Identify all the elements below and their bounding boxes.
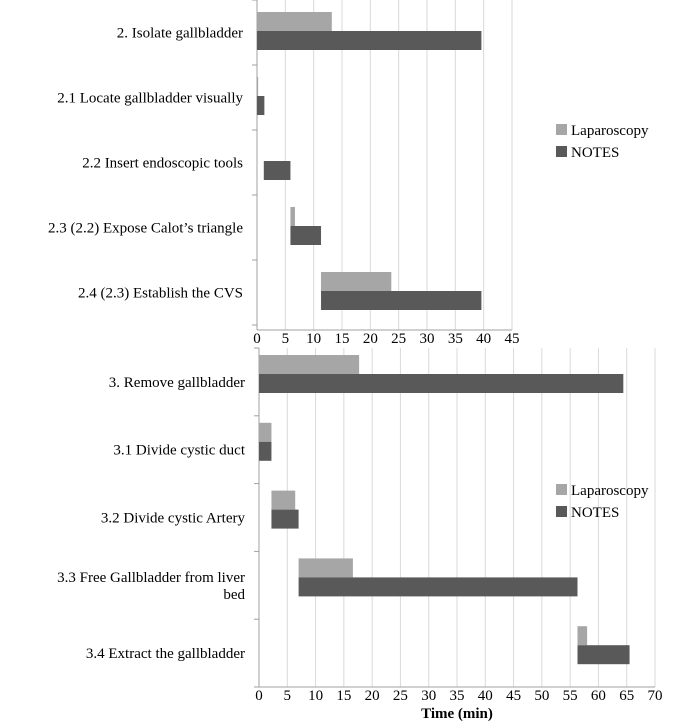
bar-laparoscopy-1-2	[257, 77, 259, 96]
bar-laparoscopy-2-1	[259, 355, 360, 374]
category-label-1-3: 2.2 Insert endoscopic tools	[82, 156, 243, 172]
legend-swatch-notes-1	[556, 146, 567, 157]
x-tick-label-2-8: 40	[478, 688, 493, 704]
x-tick-label-2-2: 10	[308, 688, 323, 704]
bar-notes-1-1	[257, 31, 482, 50]
x-tick-label-2-9: 45	[506, 688, 521, 704]
bar-laparoscopy-2-3	[271, 490, 296, 510]
x-tick-label-2-12: 60	[591, 688, 606, 704]
x-tick-label-2-14: 70	[648, 688, 663, 704]
bar-laparoscopy-2-4	[298, 558, 353, 578]
x-tick-label-1-8: 40	[476, 331, 491, 347]
x-tick-label-2-6: 30	[421, 688, 436, 704]
category-label-2-1: 3. Remove gallbladder	[109, 375, 245, 391]
x-tick-label-1-1: 5	[282, 331, 290, 347]
bar-laparoscopy-1-5	[321, 272, 392, 291]
category-label-1-5: 2.4 (2.3) Establish the CVS	[78, 286, 243, 302]
legend-swatch-laparoscopy-1	[556, 124, 567, 135]
x-tick-label-1-5: 25	[391, 331, 406, 347]
category-label-1-2: 2.1 Locate gallbladder visually	[57, 91, 243, 107]
category-label-2-2: 3.1 Divide cystic duct	[113, 443, 245, 459]
bar-laparoscopy-1-4	[290, 207, 295, 226]
bar-notes-1-5	[321, 291, 482, 310]
bar-notes-2-1	[259, 374, 624, 393]
bar-notes-2-2	[259, 441, 272, 461]
x-tick-label-2-0: 0	[255, 688, 263, 704]
x-tick-label-1-2: 10	[306, 331, 321, 347]
x-tick-label-2-4: 20	[365, 688, 380, 704]
bar-notes-1-2	[257, 96, 265, 115]
bar-laparoscopy-2-5	[577, 626, 588, 646]
category-label-2-5: 3.4 Extract the gallbladder	[86, 646, 245, 662]
bar-notes-2-5	[577, 645, 630, 665]
category-label-2-4: 3.3 Free Gallbladder from liver bed	[57, 570, 245, 603]
legend-label-notes-1: NOTES	[571, 145, 619, 161]
legend-label-notes-2: NOTES	[571, 505, 619, 521]
x-tick-label-2-3: 15	[336, 688, 351, 704]
category-label-1-1: 2. Isolate gallbladder	[117, 26, 243, 42]
legend-label-laparoscopy-1: Laparoscopy	[571, 123, 649, 139]
legend-label-laparoscopy-2: Laparoscopy	[571, 483, 649, 499]
bar-notes-2-3	[271, 509, 299, 529]
x-tick-label-1-7: 35	[448, 331, 463, 347]
bar-laparoscopy-1-1	[257, 12, 332, 31]
x-tick-label-2-7: 35	[450, 688, 465, 704]
legend-swatch-laparoscopy-2	[556, 484, 567, 495]
x-axis-title-2: Time (min)	[421, 706, 493, 722]
x-tick-label-1-4: 20	[363, 331, 378, 347]
x-tick-label-2-11: 55	[563, 688, 578, 704]
x-tick-label-2-10: 50	[534, 688, 549, 704]
x-tick-label-1-6: 30	[420, 331, 435, 347]
category-label-2-3: 3.2 Divide cystic Artery	[101, 511, 246, 527]
x-tick-label-2-13: 65	[619, 688, 634, 704]
x-tick-label-1-0: 0	[253, 331, 261, 347]
bar-notes-2-4	[298, 577, 578, 597]
category-label-1-4: 2.3 (2.2) Expose Calot’s triangle	[48, 221, 243, 237]
bar-notes-1-4	[290, 226, 322, 245]
x-tick-label-2-5: 25	[393, 688, 408, 704]
legend-swatch-notes-2	[556, 506, 567, 517]
x-tick-label-2-1: 5	[284, 688, 292, 704]
x-tick-label-1-9: 45	[505, 331, 520, 347]
bar-laparoscopy-2-2	[259, 422, 272, 442]
bar-notes-1-3	[263, 161, 291, 180]
x-tick-label-1-3: 15	[335, 331, 350, 347]
